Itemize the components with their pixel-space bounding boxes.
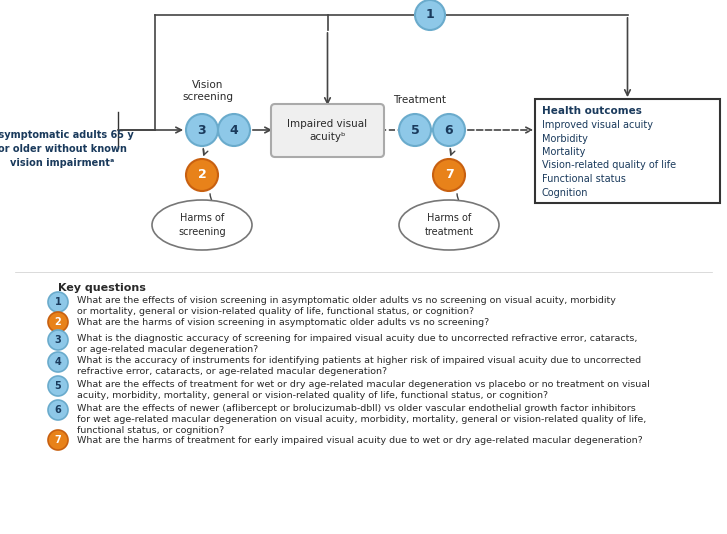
Text: Asymptomatic adults 65 y
or older without known
vision impairmentᵃ: Asymptomatic adults 65 y or older withou… [0,130,133,168]
Text: Harms of
treatment: Harms of treatment [425,214,473,237]
Text: 7: 7 [445,169,454,182]
Text: Treatment: Treatment [393,95,446,105]
Text: 5: 5 [55,381,61,391]
Text: acuity, morbidity, mortality, general or vision-related quality of life, functio: acuity, morbidity, mortality, general or… [77,391,548,400]
Text: Morbidity: Morbidity [542,134,588,144]
Text: Vision
screening: Vision screening [182,80,233,103]
Text: functional status, or cognition?: functional status, or cognition? [77,426,224,435]
Text: Vision-related quality of life: Vision-related quality of life [542,161,676,170]
Ellipse shape [152,200,252,250]
Circle shape [48,400,68,420]
Text: 2: 2 [55,317,61,327]
Circle shape [433,159,465,191]
Circle shape [433,114,465,146]
Text: 6: 6 [445,123,454,137]
Text: What are the effects of newer (aflibercept or brolucizumab-dbll) vs older vascul: What are the effects of newer (afliberce… [77,404,635,413]
Circle shape [399,114,431,146]
Circle shape [48,292,68,312]
Text: What are the harms of treatment for early impaired visual acuity due to wet or d: What are the harms of treatment for earl… [77,436,643,445]
Text: 1: 1 [55,297,61,307]
Text: 7: 7 [55,435,61,445]
Text: 4: 4 [55,357,61,367]
FancyBboxPatch shape [271,104,384,157]
Ellipse shape [399,200,499,250]
Text: Improved visual acuity: Improved visual acuity [542,120,653,130]
Text: Key questions: Key questions [58,283,146,293]
FancyBboxPatch shape [535,99,720,203]
Text: 1: 1 [425,9,434,21]
Circle shape [218,114,250,146]
Circle shape [48,376,68,396]
Text: or age-related macular degeneration?: or age-related macular degeneration? [77,345,258,354]
Text: or mortality, general or vision-related quality of life, functional status, or c: or mortality, general or vision-related … [77,307,474,316]
Circle shape [186,159,218,191]
Text: Mortality: Mortality [542,147,585,157]
Text: Impaired visual
acuityᵇ: Impaired visual acuityᵇ [287,119,368,142]
Circle shape [48,352,68,372]
Text: 3: 3 [55,335,61,345]
Text: What are the effects of treatment for wet or dry age-related macular degeneratio: What are the effects of treatment for we… [77,380,650,389]
Circle shape [415,0,445,30]
Text: 5: 5 [411,123,419,137]
Text: What is the accuracy of instruments for identifying patients at higher risk of i: What is the accuracy of instruments for … [77,356,641,365]
Text: What are the effects of vision screening in asymptomatic older adults vs no scre: What are the effects of vision screening… [77,296,616,305]
Text: What are the harms of vision screening in asymptomatic older adults vs no screen: What are the harms of vision screening i… [77,318,489,327]
Text: Cognition: Cognition [542,187,588,198]
Text: Health outcomes: Health outcomes [542,106,642,116]
Text: Functional status: Functional status [542,174,626,184]
Circle shape [48,312,68,332]
Text: refractive error, cataracts, or age-related macular degeneration?: refractive error, cataracts, or age-rela… [77,367,387,376]
Circle shape [48,430,68,450]
Text: What is the diagnostic accuracy of screening for impaired visual acuity due to u: What is the diagnostic accuracy of scree… [77,334,638,343]
Circle shape [186,114,218,146]
Text: 6: 6 [55,405,61,415]
Text: for wet age-related macular degeneration on visual acuity, morbidity, mortality,: for wet age-related macular degeneration… [77,415,646,424]
Text: 2: 2 [198,169,206,182]
Text: Harms of
screening: Harms of screening [178,214,226,237]
Text: 3: 3 [198,123,206,137]
Text: 4: 4 [230,123,238,137]
Circle shape [48,330,68,350]
